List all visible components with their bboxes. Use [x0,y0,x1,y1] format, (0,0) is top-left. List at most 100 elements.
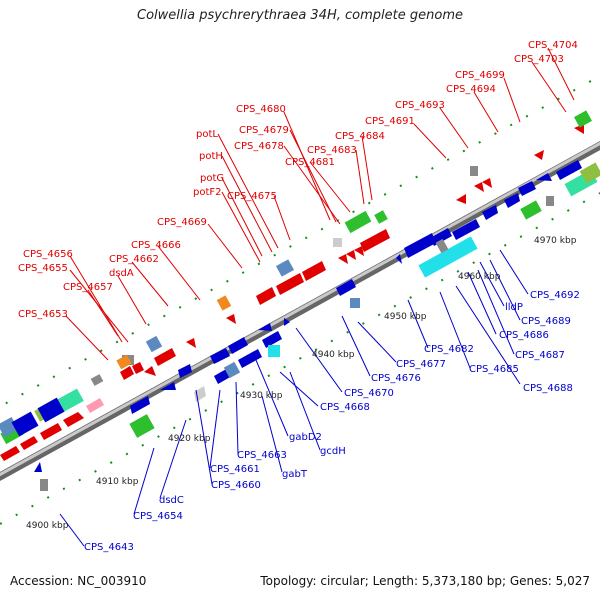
gene-label-CPS_4680: CPS_4680 [236,104,286,115]
rna-gene [374,210,388,224]
scale-mark-label: 4900 kbp [26,521,69,531]
forward-gene-labels: CPS_4704 CPS_4703 CPS_4699 CPS_4694CPS_4693… [18,40,578,320]
gene-label-CPS_4693: CPS_4693 [395,100,445,111]
reverse-genes [0,160,600,491]
scale-mark-label: 4960 kbp [458,272,501,282]
gene-arrow [144,366,156,376]
gene-label-CPS_4686: CPS_4686 [499,330,549,341]
gene-arrow [302,261,326,281]
gene-arrow [518,181,536,196]
gene-label-potL: potL [196,129,218,140]
scale-mark-label: 4950 kbp [384,312,427,322]
scale-marks: 4900 kbp 4910 kbp 4920 kbp 4930 kbp 4940 kbp… [26,236,577,531]
gene-label-CPS_4688: CPS_4688 [523,383,573,394]
gene-arrow [482,205,498,220]
gene-label-CPS_4670: CPS_4670 [344,388,394,399]
gene-label-CPS_4682: CPS_4682 [424,344,474,355]
gene-label-CPS_4694: CPS_4694 [446,84,496,95]
gene-arrow [536,173,552,181]
gene-arrow [258,323,272,331]
gene-label-CPS_4661: CPS_4661 [210,464,260,475]
gene-arrow [346,250,356,260]
gene-arrow [276,273,304,295]
gene-arrow [354,246,364,256]
gene-arrow [154,348,176,366]
gene-arrow [226,314,236,324]
gene-arrow [504,193,520,208]
gene-label-CPS_4653: CPS_4653 [18,309,68,320]
gene-arrow [20,436,38,450]
gene-arrow [0,446,20,461]
gene-arrow [86,398,104,413]
gene-arrow [34,462,42,472]
gene-arrow [336,279,356,296]
gene-arrow [63,412,84,427]
pseudo-gene [333,238,342,247]
gene-arrow [360,229,390,252]
pseudo-gene [90,374,104,386]
gene-label-CPS_4668: CPS_4668 [320,402,370,413]
pseudo-gene [546,196,554,206]
gene-box [418,236,478,278]
gene-box [145,335,163,353]
gene-label-CPS_4678: CPS_4678 [234,141,284,152]
gene-arrow [256,287,276,305]
gene-arrow [396,254,402,264]
genome-summary: Topology: circular; Length: 5,373,180 bp… [260,574,590,588]
gene-label-CPS_4703: CPS_4703 [514,54,564,65]
gene-label-gabD2: gabD2 [289,432,322,443]
gene-arrow [556,160,582,180]
gene-label-potG: potG [200,173,224,184]
accession-number: Accession: NC_003910 [10,574,147,588]
reverse-gene-labels: CPS_4692 lldP CPS_4689 CPS_4686 CPS_4687 CPS_… [84,290,580,553]
gene-box [216,295,232,311]
gene-label-gabT: gabT [282,469,308,480]
rna-gene [520,200,542,220]
pseudo-gene [470,166,478,176]
upper-dotted-track [0,75,600,408]
scale-mark-label: 4910 kbp [96,477,139,487]
gene-label-CPS_4704: CPS_4704 [528,40,578,51]
lower-dotted-track [0,192,600,525]
gene-label-CPS_4669: CPS_4669 [157,217,207,228]
pseudo-gene [435,238,449,254]
gene-label-CPS_4681: CPS_4681 [285,157,335,168]
gene-arrow [338,254,348,264]
rna-gene [129,414,155,438]
gene-label-CPS_4687: CPS_4687 [515,350,565,361]
gene-box [350,298,360,308]
gene-label-CPS_4654: CPS_4654 [133,511,183,522]
scale-mark-label: 4930 kbp [240,391,283,401]
gene-label-CPS_4662: CPS_4662 [109,254,159,265]
rna-gene [573,110,593,128]
gene-label-CPS_4677: CPS_4677 [396,359,446,370]
gene-box [268,345,280,357]
gene-label-CPS_4675: CPS_4675 [227,191,277,202]
gene-arrow [160,382,176,390]
gene-label-CPS_4692: CPS_4692 [530,290,580,301]
gene-arrow [120,366,134,380]
gene-label-CPS_4689: CPS_4689 [521,316,571,327]
gene-label-CPS_4663: CPS_4663 [237,450,287,461]
genome-title: Colwellia psychrerythraea 34H, complete … [137,8,463,23]
scale-mark-label: 4920 kbp [168,434,211,444]
gene-arrow [40,423,62,440]
gene-box [11,411,39,437]
gene-arrow [132,362,144,374]
gene-label-CPS_4655: CPS_4655 [18,263,68,274]
genome-backbone-highlight [0,141,600,477]
scale-mark-label: 4940 kbp [312,350,355,360]
pseudo-gene [40,479,48,491]
gene-label-CPS_4660: CPS_4660 [211,480,261,491]
gene-arrow [262,331,282,348]
gene-label-CPS_4691: CPS_4691 [365,116,415,127]
gene-arrow [194,386,206,402]
rna-gene [579,162,600,184]
gene-arrow [178,364,192,378]
gene-arrow [210,348,230,364]
leader-lines [59,47,575,547]
gene-label-CPS_4676: CPS_4676 [371,373,421,384]
gene-label-dsdA: dsdA [109,268,134,279]
gene-label-gcdH: gcdH [320,446,346,457]
